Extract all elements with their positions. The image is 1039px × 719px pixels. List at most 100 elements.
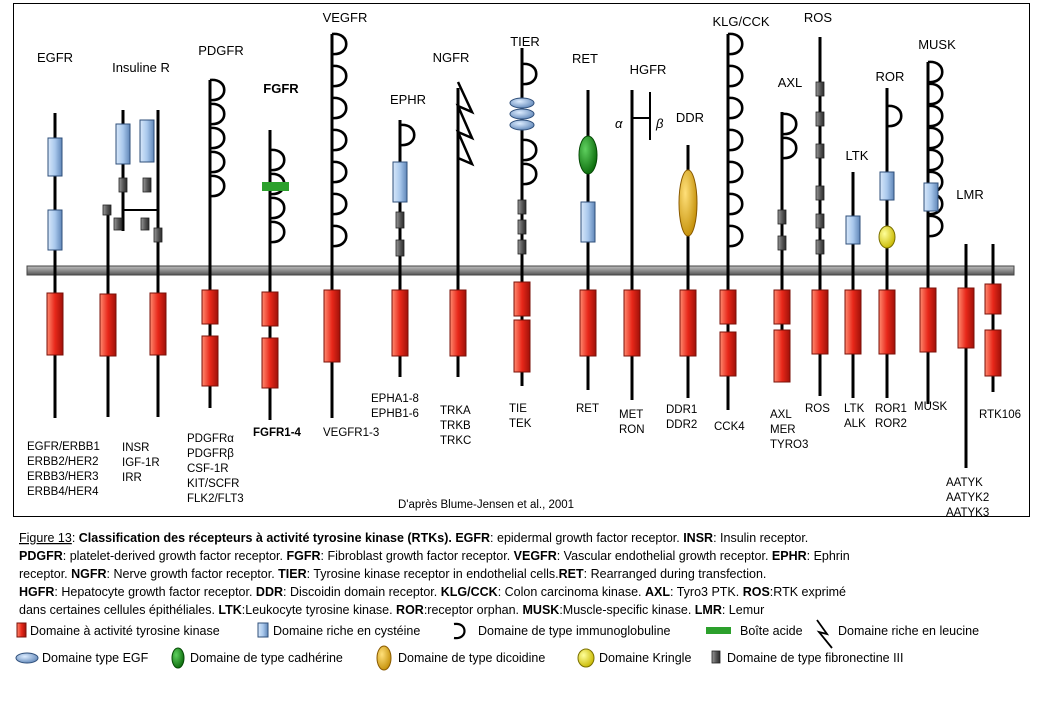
kinase-domain — [46, 292, 64, 356]
caption-segment: Figure 13 — [19, 531, 72, 545]
receptor-family-name: PDGFR — [198, 43, 244, 58]
caption-segment: FGFR — [286, 549, 320, 563]
caption-segment: HGFR — [19, 585, 54, 599]
receptor-member-name: DDR2 — [666, 419, 697, 431]
immunoglobulin-domain — [727, 96, 744, 120]
immunoglobulin-domain — [781, 112, 798, 136]
receptor-member-name: INSR — [122, 442, 149, 454]
immunoglobulin-domain — [521, 138, 538, 162]
receptor-member-name: EPHB1-6 — [371, 408, 419, 420]
immunoglobulin-domain — [331, 128, 348, 152]
receptor-family-name: HGFR — [630, 62, 667, 77]
egf-domain — [509, 97, 535, 109]
receptor-family-name: ROS — [804, 10, 833, 25]
kinase-domain — [623, 289, 641, 357]
caption-segment: :Muscle-specific kinase. — [559, 603, 694, 617]
kinase-domain — [261, 291, 279, 327]
caption-line: Figure 13: Classification des récepteurs… — [19, 531, 808, 545]
receptor-member-name: FLK2/FLT3 — [187, 493, 244, 505]
immunoglobulin-domain — [209, 78, 226, 102]
receptor-family-name: TIER — [510, 34, 540, 49]
legend-label: Domaine riche en leucine — [838, 624, 979, 638]
kinase-domain — [513, 281, 531, 317]
caption-segment: :Leukocyte tyrosine kinase. — [242, 603, 396, 617]
immunoglobulin-domain — [331, 96, 348, 120]
caption-segment: : Colon carcinoma kinase. — [498, 585, 645, 599]
fibronectin-domain — [517, 219, 527, 235]
receptor-member-name: VEGFR1-3 — [323, 427, 379, 439]
receptor-family-name: ROR — [876, 69, 905, 84]
kinase-domain — [391, 289, 409, 357]
immunoglobulin-domain — [727, 224, 744, 248]
receptor-family-name: FGFR — [263, 81, 299, 96]
fibronectin-domain — [153, 227, 163, 243]
kinase-domain — [323, 289, 341, 363]
kinase-domain — [579, 289, 597, 357]
caption-segment: dans certaines cellules épithéliales. — [19, 603, 218, 617]
immunoglobulin-domain — [331, 192, 348, 216]
immunoglobulin-domain — [209, 150, 226, 174]
receptor-member-name: TYRO3 — [770, 439, 808, 451]
receptor-member-name: TRKB — [440, 420, 471, 432]
legend-kinase-swatch — [16, 622, 27, 638]
caption-segment: PDGFR — [19, 549, 63, 563]
immunoglobulin-domain — [269, 196, 286, 220]
fibronectin-domain — [395, 239, 405, 257]
receptor-member-name: TRKA — [440, 405, 471, 417]
immunoglobulin-domain — [399, 123, 416, 147]
fibronectin-domain — [102, 204, 112, 216]
caption-segment: LTK — [218, 603, 241, 617]
immunoglobulin-domain — [727, 128, 744, 152]
caption-segment: : Rearranged during transfection. — [584, 567, 767, 581]
immunoglobulin-domain — [331, 160, 348, 184]
caption-segment: : epidermal growth factor receptor. — [490, 531, 683, 545]
receptor-member-name: EPHA1-8 — [371, 393, 419, 405]
fibronectin-domain — [815, 239, 825, 255]
receptor-family-name: Insuline R — [112, 60, 170, 75]
immunoglobulin-domain — [927, 214, 944, 238]
caption-segment: : Ephrin — [807, 549, 850, 563]
kinase-domain — [201, 289, 219, 325]
immunoglobulin-domain — [209, 126, 226, 150]
leucine-rich-domain — [455, 81, 475, 167]
kinase-domain — [984, 283, 1002, 315]
receptor-structures — [26, 32, 1015, 468]
immunoglobulin-domain — [209, 102, 226, 126]
caption-segment: : Tyro3 PTK. — [670, 585, 743, 599]
cysteine-rich-domain — [580, 201, 596, 243]
receptor-member-name: FGFR1-4 — [253, 427, 302, 439]
kinase-domain — [773, 329, 791, 383]
receptor-member-name: ERBB3/HER3 — [27, 471, 99, 483]
caption-segment: :receptor orphan. — [424, 603, 523, 617]
legend-label: Domaine à activité tyrosine kinase — [30, 624, 220, 638]
caption-segment: : Insulin receptor. — [713, 531, 808, 545]
receptor-member-name: ERBB2/HER2 — [27, 456, 99, 468]
caption-segment: INSR — [683, 531, 713, 545]
receptor-member-name: MUSK — [914, 401, 948, 413]
receptor-family-name: VEGFR — [323, 10, 368, 25]
caption-segment: : Discoidin domain receptor. — [283, 585, 441, 599]
legend-acid-box-swatch — [706, 627, 731, 634]
immunoglobulin-domain — [521, 162, 538, 186]
fibronectin-domain — [395, 211, 405, 229]
fibronectin-domain — [815, 81, 825, 97]
kinase-domain — [513, 319, 531, 373]
cysteine-rich-domain — [923, 182, 939, 212]
caption-segment: receptor. — [19, 567, 71, 581]
fibronectin-domain — [815, 111, 825, 127]
fibronectin-domain — [118, 177, 128, 193]
caption-segment: AXL — [645, 585, 670, 599]
receptor-member-name: AXL — [770, 409, 792, 421]
receptor-member-name: DDR1 — [666, 404, 697, 416]
receptor-labels: α β EGFR Insuline R PDGFR FGFR VEGFR EPHR NGFR TI… — [27, 10, 1021, 519]
caption-segment: : Nerve growth factor receptor. — [107, 567, 279, 581]
cysteine-rich-domain — [845, 215, 861, 245]
receptor-member-name: ROR1 — [875, 403, 907, 415]
caption-segment: : — [72, 531, 79, 545]
receptor-family-name: MUSK — [918, 37, 956, 52]
caption-segment: : Tyrosine kinase receptor in endothelia… — [307, 567, 559, 581]
receptor-family-name: LTK — [846, 148, 869, 163]
caption-line: dans certaines cellules épithéliales. LT… — [19, 603, 764, 617]
caption-segment: :RTK exprimé — [770, 585, 846, 599]
